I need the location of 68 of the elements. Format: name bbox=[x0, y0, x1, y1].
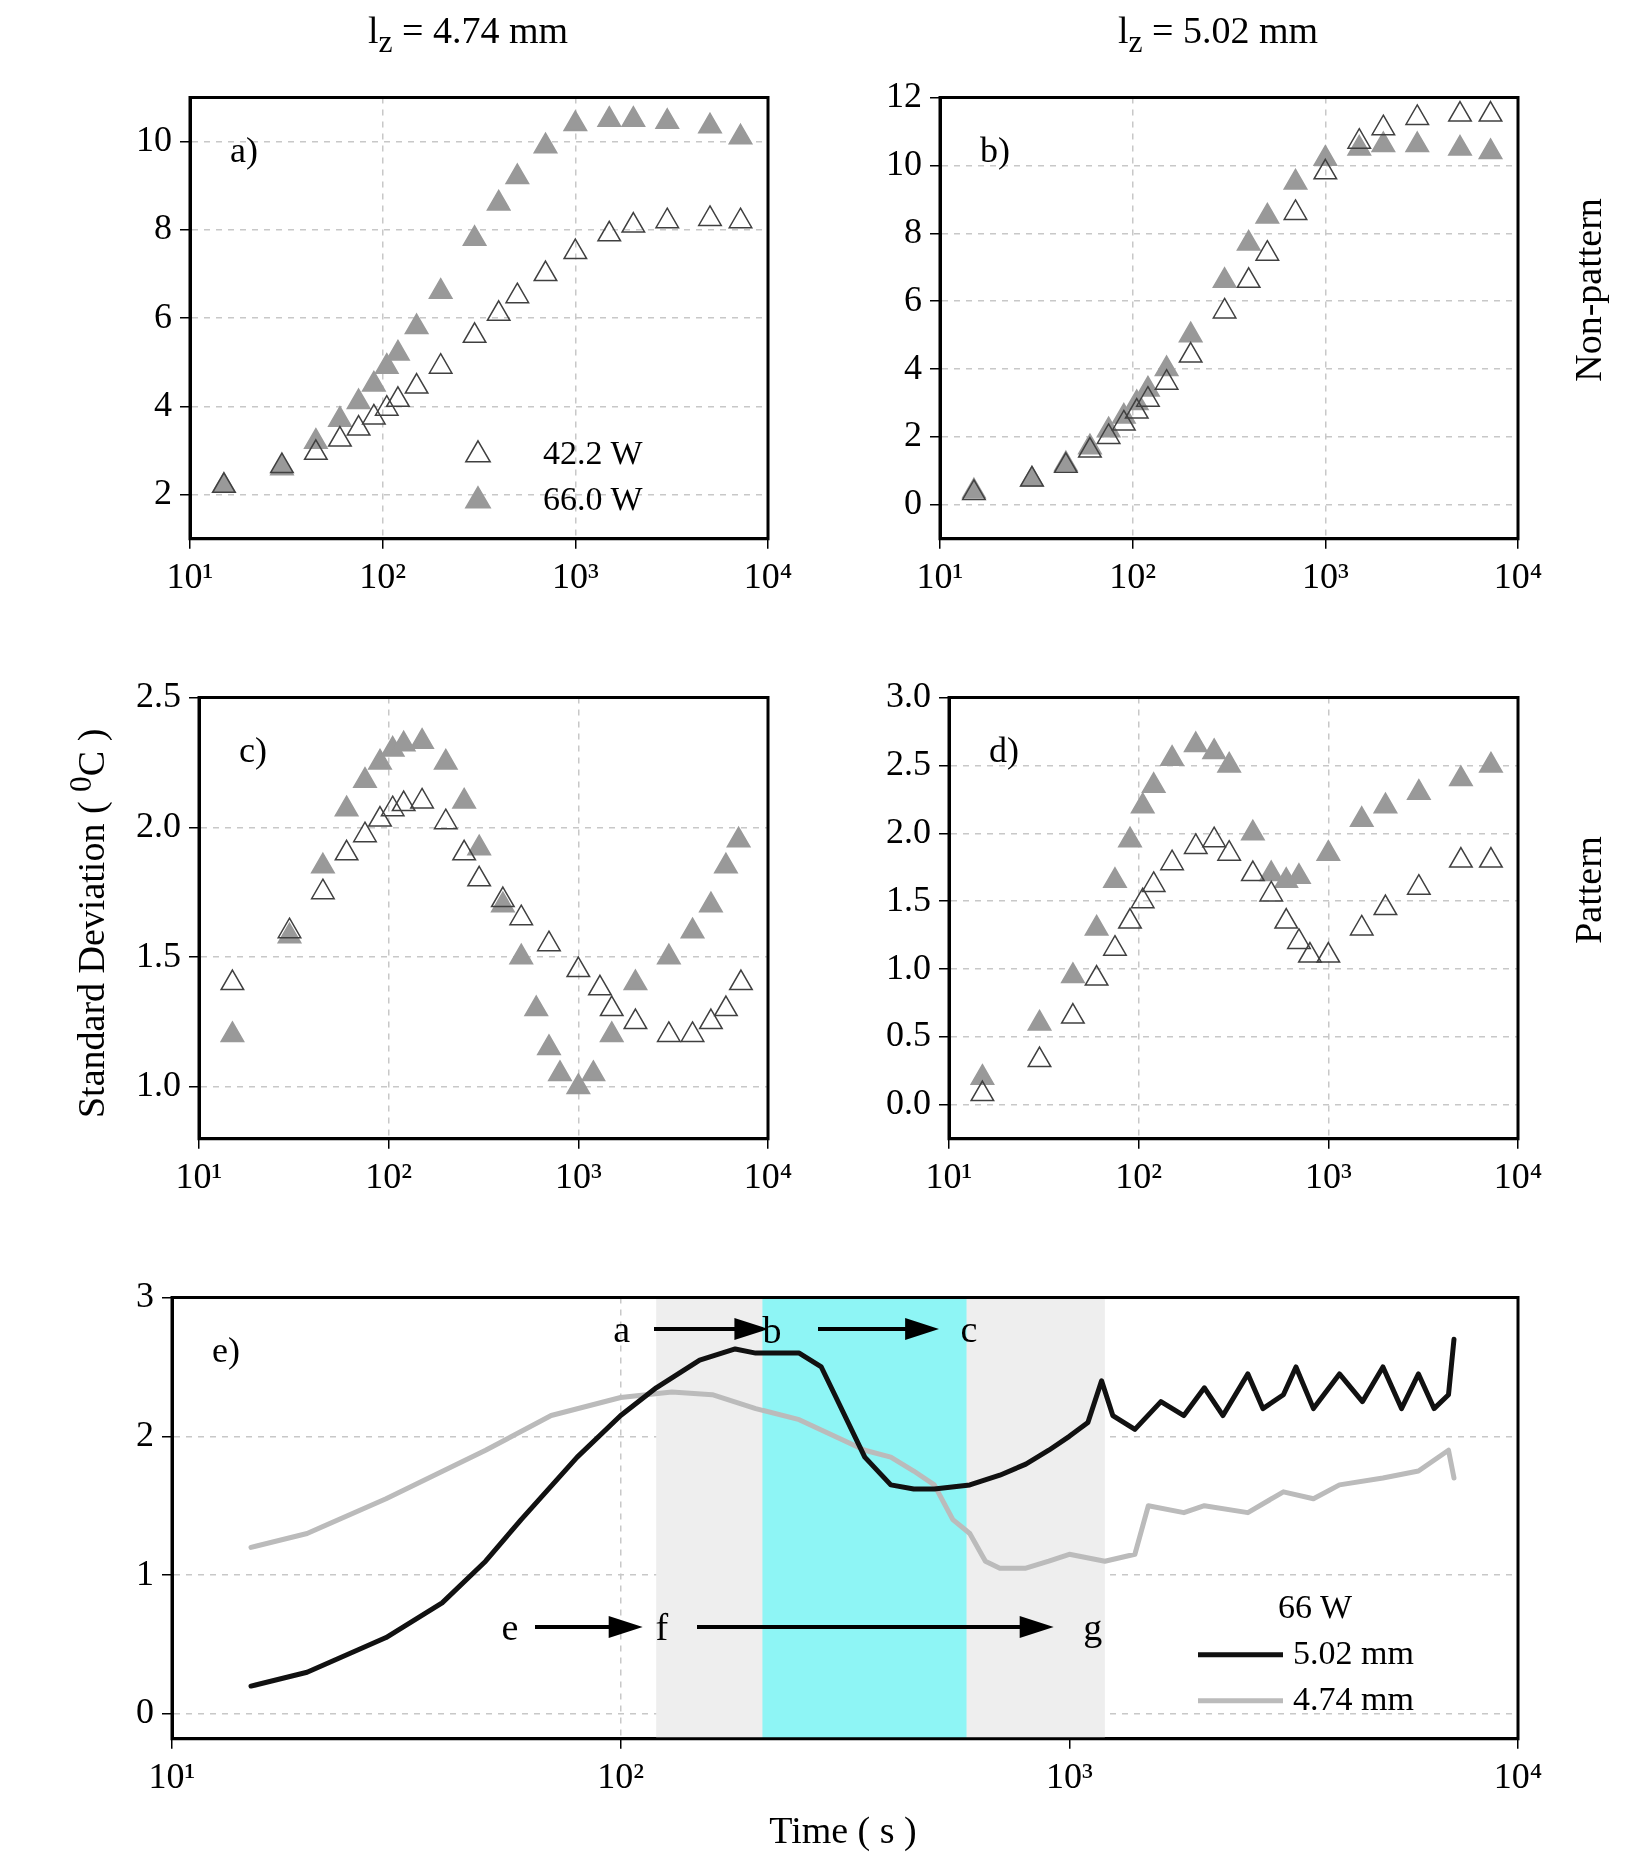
annotation: c bbox=[959, 1307, 979, 1353]
x-tick-label: 10⁴ bbox=[1493, 1155, 1543, 1196]
x-axis-title: Time ( s ) bbox=[768, 1808, 918, 1852]
annotation: g bbox=[1082, 1605, 1104, 1651]
y-tick-label: 2.5 bbox=[886, 742, 931, 783]
y-tick-label: 1.0 bbox=[886, 946, 931, 987]
annotation: e bbox=[500, 1605, 520, 1651]
annotation: a bbox=[612, 1307, 631, 1353]
x-tick-label: 10⁴ bbox=[743, 555, 793, 596]
x-tick-label: 10³ bbox=[1301, 555, 1349, 596]
annotation: f bbox=[654, 1605, 670, 1651]
y-tick-label: 0.5 bbox=[886, 1014, 931, 1055]
y-tick-label: 2.5 bbox=[136, 675, 181, 716]
x-tick-label: 10² bbox=[365, 1155, 413, 1196]
annotation: d) bbox=[989, 730, 1019, 771]
y-tick-label: 6 bbox=[154, 295, 172, 336]
x-tick-label: 10² bbox=[359, 555, 407, 596]
y-tick-label: 8 bbox=[154, 207, 172, 248]
y-tick-label: 10 bbox=[886, 142, 922, 183]
y-tick-label: 1.5 bbox=[136, 934, 181, 975]
y-tick-label: 2 bbox=[136, 1413, 154, 1454]
y-tick-label: 2.0 bbox=[886, 810, 931, 851]
x-tick-label: 10² bbox=[1115, 1155, 1163, 1196]
x-tick-label: 10³ bbox=[551, 555, 599, 596]
chart-title: l$_{z}$ = 5.02 mm bbox=[1116, 8, 1320, 61]
y-tick-label: 0 bbox=[904, 482, 922, 523]
x-tick-label: 10³ bbox=[554, 1155, 602, 1196]
legend-title: 66 W bbox=[1278, 1587, 1353, 1625]
x-tick-label: 10³ bbox=[1045, 1755, 1093, 1796]
annotation: b) bbox=[980, 130, 1010, 171]
x-tick-label: 10³ bbox=[1304, 1155, 1352, 1196]
y-tick-label: 4 bbox=[904, 346, 922, 387]
y-tick-label: 0 bbox=[136, 1691, 154, 1732]
y-tick-label: 2.0 bbox=[136, 804, 181, 845]
x-tick-label: 10⁴ bbox=[743, 1155, 793, 1196]
y-tick-label: 2 bbox=[154, 472, 172, 513]
annotation: b bbox=[762, 1307, 782, 1353]
y-tick-label: 3.0 bbox=[886, 675, 931, 716]
x-tick-label: 10⁴ bbox=[1493, 555, 1543, 596]
y-tick-label: 8 bbox=[904, 210, 922, 251]
y-tick-label: 1 bbox=[136, 1552, 154, 1593]
y2-axis-title: Non-pattern bbox=[1566, 197, 1610, 384]
annotation: c) bbox=[239, 730, 267, 771]
annotation: e) bbox=[212, 1330, 240, 1371]
x-tick-label: 10¹ bbox=[925, 1155, 973, 1196]
y-tick-label: 3 bbox=[136, 1275, 154, 1316]
annotation: a) bbox=[230, 130, 258, 171]
x-tick-label: 10⁴ bbox=[1493, 1755, 1543, 1796]
y-tick-label: 12 bbox=[886, 75, 922, 116]
y-tick-label: 6 bbox=[904, 278, 922, 319]
y-tick-label: 4 bbox=[154, 383, 172, 424]
legend-label: 4.74 mm bbox=[1293, 1679, 1414, 1717]
x-tick-label: 10² bbox=[597, 1755, 645, 1796]
legend-label: 66.0 W bbox=[543, 479, 644, 517]
y-tick-label: 1.0 bbox=[136, 1064, 181, 1105]
y-tick-label: 10 bbox=[136, 119, 172, 160]
chart-title: l$_{z}$ = 4.74 mm bbox=[366, 8, 570, 61]
legend-label: 5.02 mm bbox=[1293, 1633, 1414, 1671]
x-tick-label: 10¹ bbox=[148, 1755, 196, 1796]
y2-axis-title: Pattern bbox=[1566, 835, 1610, 946]
x-tick-label: 10¹ bbox=[916, 555, 964, 596]
y-tick-label: 1.5 bbox=[886, 878, 931, 919]
x-tick-label: 10² bbox=[1109, 555, 1157, 596]
x-tick-label: 10¹ bbox=[175, 1155, 223, 1196]
x-tick-label: 10¹ bbox=[166, 555, 214, 596]
legend-label: 42.2 W bbox=[543, 433, 644, 471]
y-tick-label: 2 bbox=[904, 414, 922, 455]
y-tick-label: 0.0 bbox=[886, 1082, 931, 1123]
